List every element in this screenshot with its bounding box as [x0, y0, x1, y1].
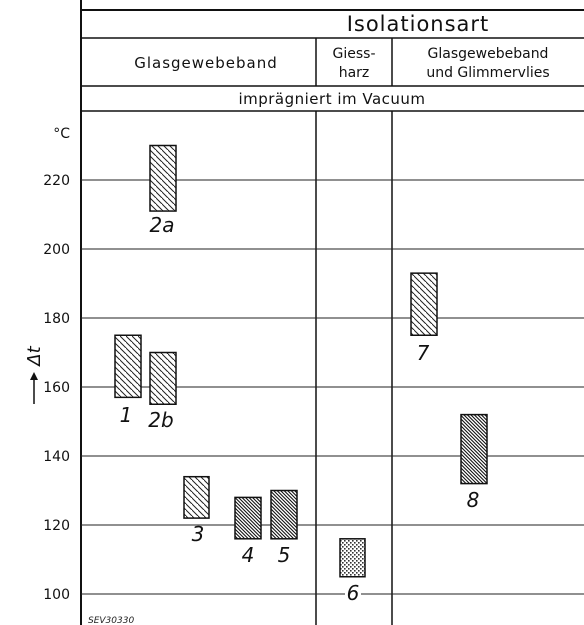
y-tick-label-180: 180	[43, 311, 70, 327]
y-axis-label-text: Δt	[24, 345, 45, 367]
bar-5	[270, 489, 298, 540]
y-tick-label-200: 200	[43, 242, 70, 258]
header-col-1-line1: Glasgewebeband	[134, 54, 278, 72]
bar-label-1: 1	[120, 403, 133, 427]
bar-label-2b: 2b	[148, 408, 173, 432]
y-tick-label-160: 160	[43, 380, 70, 396]
header-col-2-line2: harz	[339, 65, 370, 81]
chart-frame	[80, 0, 584, 625]
y-tick-label-140: 140	[43, 449, 70, 465]
bar-label-3: 3	[192, 522, 205, 546]
y-unit-label: °C	[53, 126, 70, 142]
bar-label-6-background	[345, 585, 361, 603]
bar-6	[339, 538, 366, 578]
bars: 1 2a 2b 3 4 5 6 7 8	[114, 144, 488, 605]
bar-label-5: 5	[278, 543, 291, 567]
y-tick-labels: 100 120 140 160 180 200 220	[43, 173, 70, 603]
bar-1	[114, 334, 142, 399]
figure-code: SEV30330	[88, 616, 134, 625]
header-title: Isolationsart	[347, 12, 490, 36]
header-subtitle: imprägniert im Vacuum	[238, 90, 425, 108]
bar-label-7: 7	[417, 341, 430, 365]
bar-8	[460, 413, 488, 485]
bar-label-2a: 2a	[150, 213, 175, 237]
bar-4	[234, 496, 262, 540]
bar-label-8: 8	[467, 488, 480, 512]
bar-3	[183, 475, 210, 519]
bar-2a	[149, 144, 177, 212]
y-tick-label-100: 100	[43, 587, 70, 603]
header-col-2-line1: Giess-	[333, 46, 376, 62]
bar-label-4: 4	[242, 543, 255, 567]
header-col-3-line2: und Glimmervlies	[426, 65, 549, 81]
bar-2b	[149, 351, 177, 405]
y-tick-label-220: 220	[43, 173, 70, 189]
bar-label-6: 6	[347, 581, 360, 605]
bar-7	[410, 272, 438, 336]
header-col-3-line1: Glasgewebeband	[428, 46, 549, 62]
y-tick-label-120: 120	[43, 518, 70, 534]
y-axis-label: Δt	[24, 345, 45, 404]
